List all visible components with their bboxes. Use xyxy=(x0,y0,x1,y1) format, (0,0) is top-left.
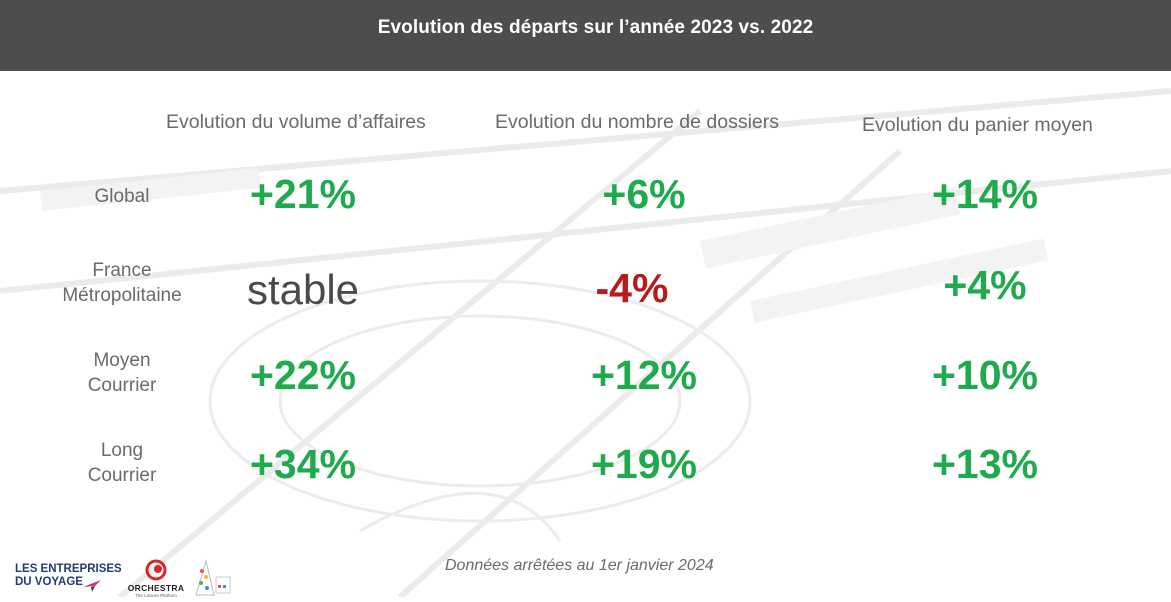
colorful-mosaic-icon xyxy=(195,559,231,596)
value-moyen-volume: +22% xyxy=(249,352,356,398)
entreprises-du-voyage-logo: LES ENTREPRISES DU VOYAGE xyxy=(15,563,125,593)
value-france-dossiers: -4% xyxy=(595,265,669,311)
header-bar: Evolution des départs sur l’année 2023 v… xyxy=(0,0,1171,71)
column-header-panier: Evolution du panier moyen xyxy=(862,114,1093,136)
value-global-dossiers: +6% xyxy=(602,171,686,217)
row-label-global: Global xyxy=(94,186,150,207)
row-label-long: Long Courrier xyxy=(87,440,157,486)
orchestra-tagline: The Leisure Platform xyxy=(135,593,177,598)
orchestra-logo: ORCHESTRA The Leisure Platform xyxy=(125,559,187,598)
value-france-panier: +4% xyxy=(943,262,1027,308)
plane-icon xyxy=(83,580,101,592)
page-title: Evolution des départs sur l’année 2023 v… xyxy=(377,16,814,38)
value-long-dossiers: +19% xyxy=(590,441,697,487)
value-long-panier: +13% xyxy=(931,441,1038,487)
partner-logo xyxy=(192,557,232,597)
value-global-volume: +21% xyxy=(249,171,356,217)
background-image xyxy=(0,71,1171,597)
value-moyen-panier: +10% xyxy=(931,352,1038,398)
column-header-dossiers: Evolution du nombre de dossiers xyxy=(495,111,779,133)
value-france-volume: stable xyxy=(246,266,360,313)
row-label-moyen: Moyen Courrier xyxy=(87,350,157,396)
orchestra-swirl-icon xyxy=(145,559,167,581)
value-long-volume: +34% xyxy=(249,441,356,487)
value-moyen-dossiers: +12% xyxy=(590,352,697,398)
footer-note: Données arrêtées au 1er janvier 2024 xyxy=(445,557,714,574)
row-label-france: France Métropolitaine xyxy=(62,260,182,306)
column-header-volume: Evolution du volume d’affaires xyxy=(166,111,426,133)
orchestra-logo-text: ORCHESTRA xyxy=(127,583,185,593)
value-global-panier: +14% xyxy=(931,171,1038,217)
entreprises-du-voyage-logo-text: LES ENTREPRISES DU VOYAGE xyxy=(15,563,122,588)
